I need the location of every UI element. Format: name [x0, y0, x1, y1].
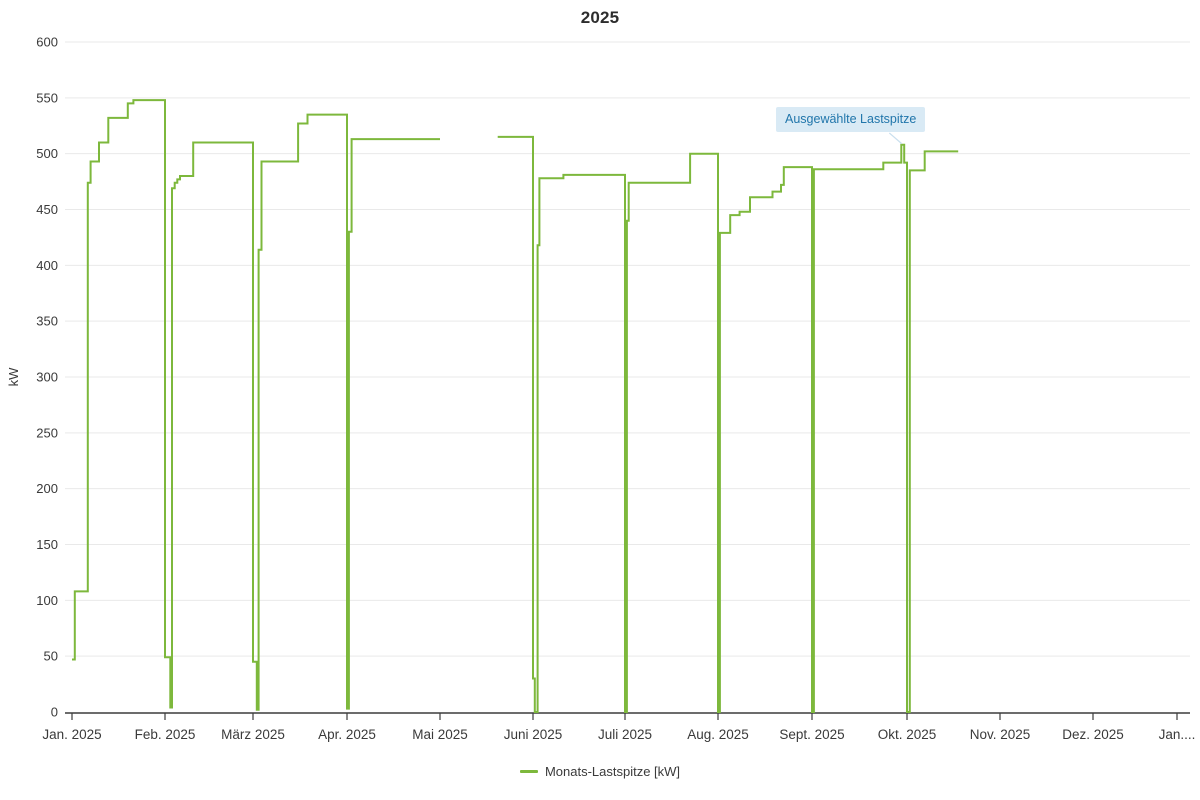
legend-line-marker-icon — [519, 770, 538, 773]
series-line-0-segment-0[interactable] — [72, 99, 440, 711]
x-tick-label-11: Dez. 2025 — [1062, 727, 1124, 742]
y-tick-label-350: 350 — [36, 314, 58, 329]
chart-legend: Monats-Lastspitze [kW] — [0, 764, 1200, 779]
y-tick-label-250: 250 — [36, 425, 58, 440]
x-tick-label-12: Jan.... — [1159, 727, 1196, 742]
y-tick-label-150: 150 — [36, 537, 58, 552]
x-tick-label-4: Mai 2025 — [412, 727, 468, 742]
x-tick-label-3: Apr. 2025 — [318, 727, 376, 742]
chart-plot-area: 0 50 100 150 200 250 300 350 400 450 500 550 600 kW Ja… — [6, 35, 1196, 743]
x-tick-label-6: Juli 2025 — [598, 727, 652, 742]
legend-item-monats-lastspitze[interactable]: Monats-Lastspitze [kW] — [519, 764, 681, 779]
tooltip-callout-line — [888, 132, 903, 145]
y-tick-label-300: 300 — [36, 370, 58, 385]
y-tick-label-450: 450 — [36, 202, 58, 217]
x-tick-label-9: Okt. 2025 — [878, 727, 937, 742]
y-tick-label-400: 400 — [36, 258, 58, 273]
selected-peak-tooltip[interactable]: Ausgewählte Lastspitze — [776, 107, 926, 132]
x-tick-label-7: Aug. 2025 — [687, 727, 749, 742]
x-tick-label-8: Sept. 2025 — [779, 727, 844, 742]
y-tick-label-550: 550 — [36, 90, 58, 105]
y-tick-label-100: 100 — [36, 593, 58, 608]
chart-title: 2025 — [580, 8, 620, 27]
y-tick-label-200: 200 — [36, 481, 58, 496]
y-tick-label-50: 50 — [44, 649, 58, 664]
selected-peak-tooltip-label: Ausgewählte Lastspitze — [785, 112, 917, 126]
x-tick-label-10: Nov. 2025 — [970, 727, 1031, 742]
y-tick-label-600: 600 — [36, 35, 58, 50]
series-line-0-segment-1[interactable] — [497, 135, 959, 713]
x-tick-label-5: Juni 2025 — [504, 727, 563, 742]
y-axis-label: kW — [6, 367, 21, 387]
y-tick-label-0: 0 — [51, 705, 58, 720]
x-tick-label-0: Jan. 2025 — [42, 727, 101, 742]
legend-item-label: Monats-Lastspitze [kW] — [544, 764, 681, 779]
y-tick-label-500: 500 — [36, 146, 58, 161]
x-tick-label-1: Feb. 2025 — [135, 727, 196, 742]
x-tick-label-2: März 2025 — [221, 727, 285, 742]
